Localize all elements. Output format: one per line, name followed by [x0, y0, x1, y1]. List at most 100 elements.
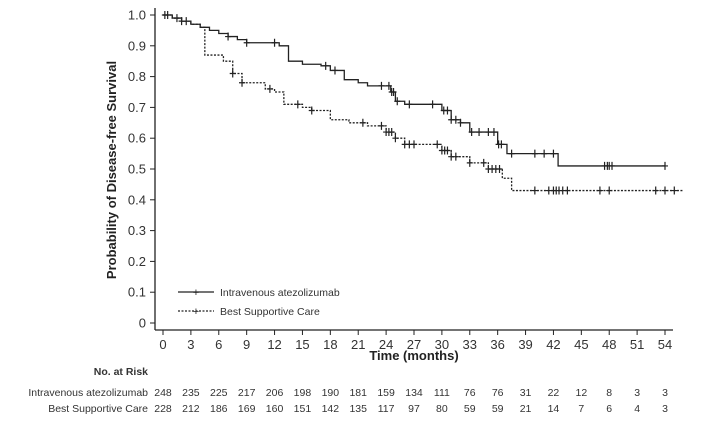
censor-mark: [550, 149, 557, 158]
risk-value: 111: [434, 387, 450, 399]
risk-value: 135: [349, 403, 367, 415]
censor-mark: [406, 100, 413, 109]
risk-value: 169: [238, 403, 256, 415]
y-tick-label: 0.6: [128, 131, 146, 146]
x-tick-label: 51: [630, 337, 644, 352]
risk-value: 21: [520, 403, 532, 415]
legend-label-bsc: Best Supportive Care: [220, 306, 320, 318]
risk-value: 59: [464, 403, 476, 415]
censor-mark: [243, 38, 250, 47]
censor-mark: [229, 69, 236, 78]
risk-value: 3: [662, 387, 668, 399]
y-tick-label: 0.3: [128, 223, 146, 238]
legend-label-atezolizumab: Intravenous atezolizumab: [220, 287, 340, 299]
curve-bsc: [163, 14, 684, 192]
censor-mark: [308, 106, 315, 115]
x-tick-label: 39: [518, 337, 532, 352]
censor-mark: [531, 186, 538, 195]
risk-value: 248: [154, 387, 172, 399]
risk-value: 80: [436, 403, 448, 415]
censor-mark: [468, 128, 475, 137]
risk-table-title: No. at Risk: [94, 366, 148, 378]
risk-value: 206: [266, 387, 284, 399]
y-tick-label: 0: [139, 316, 146, 331]
censor-mark: [531, 149, 538, 158]
x-tick-label: 3: [187, 337, 194, 352]
censor-mark: [294, 100, 301, 109]
censor-mark: [322, 61, 329, 70]
x-tick-label: 12: [267, 337, 281, 352]
censor-mark: [457, 118, 464, 127]
risk-value: 4: [634, 403, 640, 415]
x-tick-label: 9: [243, 337, 250, 352]
censor-mark: [178, 17, 185, 26]
censor-mark: [662, 186, 668, 195]
censor-mark: [388, 128, 395, 137]
y-tick-label: 0.8: [128, 69, 146, 84]
censor-mark: [378, 121, 385, 130]
risk-value: 97: [408, 403, 420, 415]
risk-value: 59: [492, 403, 504, 415]
censor-mark: [485, 128, 492, 137]
censor-mark: [271, 38, 278, 47]
risk-value: 142: [322, 403, 340, 415]
x-tick-label: 36: [490, 337, 504, 352]
censor-mark: [496, 165, 503, 173]
censor-mark: [662, 161, 668, 170]
censor-mark: [606, 186, 613, 195]
risk-value: 186: [210, 403, 228, 415]
risk-value: 117: [378, 403, 395, 415]
censor-mark: [444, 146, 451, 155]
censor-mark: [490, 128, 497, 137]
censor-mark: [466, 158, 473, 167]
legend-censor-atezolizumab: +: [193, 287, 199, 299]
censor-mark: [378, 81, 385, 90]
risk-value: 14: [548, 403, 560, 415]
y-tick-label: 0.2: [128, 254, 146, 269]
x-tick-label: 45: [574, 337, 588, 352]
risk-value: 134: [405, 387, 423, 399]
risk-value: 31: [520, 387, 532, 399]
censor-mark: [164, 11, 171, 19]
x-tick-label: 30: [435, 337, 449, 352]
risk-value: 181: [349, 387, 367, 399]
censor-mark: [444, 106, 451, 115]
censor-mark: [671, 186, 678, 195]
y-tick-label: 1.0: [128, 8, 146, 23]
censor-mark: [266, 84, 273, 93]
risk-value: 7: [578, 403, 584, 415]
y-tick-label: 0.4: [128, 192, 146, 207]
risk-value: 159: [377, 387, 395, 399]
risk-row-label-bsc: Best Supportive Care: [48, 403, 148, 415]
risk-value: 6: [606, 403, 612, 415]
x-tick-label: 42: [546, 337, 560, 352]
y-axis-label: Probability of Disease-free Survival: [104, 61, 119, 279]
x-tick-label: 24: [379, 337, 393, 352]
censor-mark: [564, 186, 571, 195]
risk-value: 3: [634, 387, 640, 399]
censor-mark: [411, 140, 417, 149]
censor-mark: [609, 161, 616, 170]
legend-censor-bsc: +: [193, 306, 199, 318]
censor-mark: [508, 149, 515, 158]
censor-mark: [541, 149, 548, 158]
censor-mark: [359, 118, 366, 127]
risk-value: 228: [154, 403, 172, 415]
x-tick-label: 0: [159, 337, 166, 352]
legend: + Intravenous atezolizumab + Best Suppor…: [178, 287, 340, 318]
risk-value: 151: [294, 403, 312, 415]
y-tick-label: 0.9: [128, 38, 146, 53]
risk-value: 76: [492, 387, 504, 399]
x-tick-label: 21: [351, 337, 365, 352]
y-tick-label: 0.7: [128, 100, 146, 115]
curves: [161, 11, 684, 195]
x-tick-label: 6: [215, 337, 222, 352]
censor-mark: [596, 186, 603, 195]
risk-value: 160: [266, 403, 284, 415]
x-tick-label: 48: [602, 337, 616, 352]
risk-value: 235: [182, 387, 200, 399]
censor-mark: [498, 140, 505, 149]
censor-mark: [652, 186, 659, 195]
risk-value: 3: [662, 403, 668, 415]
